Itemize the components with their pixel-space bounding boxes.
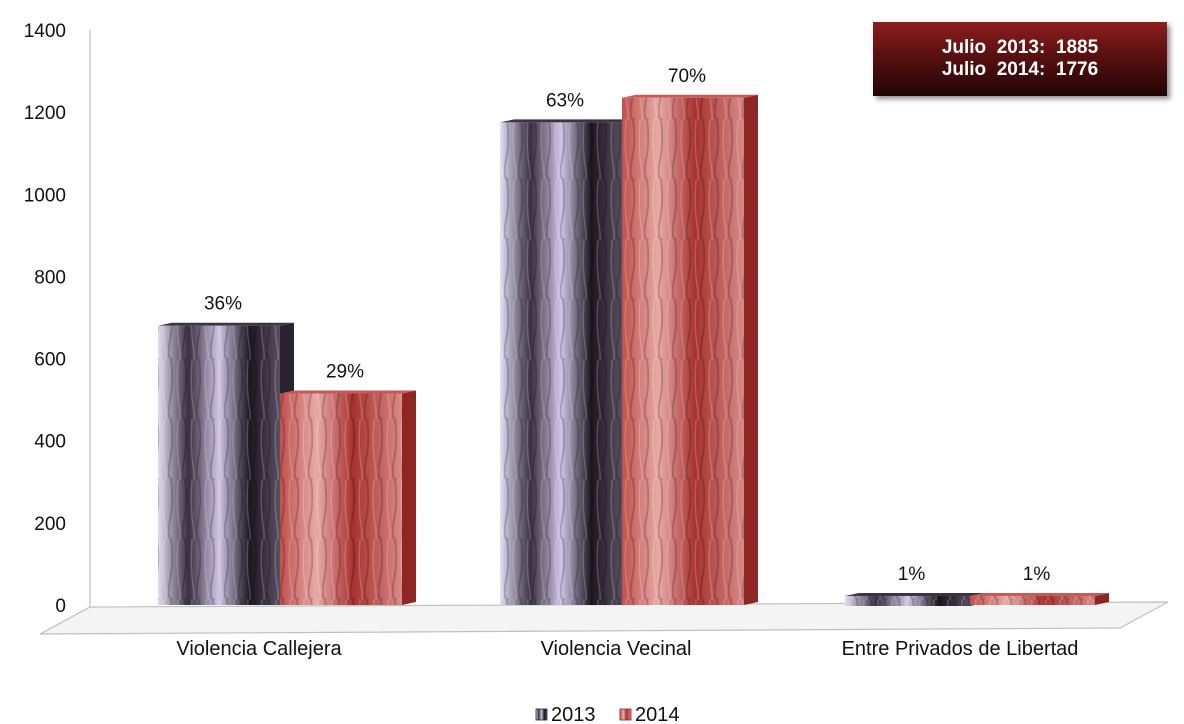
bar-texture bbox=[280, 393, 402, 605]
bar-side bbox=[402, 390, 416, 605]
y-tick-label: 600 bbox=[34, 350, 66, 371]
y-tick-label: 400 bbox=[34, 432, 66, 453]
floor-plane bbox=[39, 601, 1169, 635]
bar-top bbox=[280, 390, 416, 394]
legend-label: 2014 bbox=[635, 704, 680, 724]
bar-top bbox=[500, 119, 636, 123]
annotation-line-2014: Julio 2014: 1776 bbox=[941, 59, 1099, 80]
y-axis: 0 200 400 600 800 1000 1200 1400 bbox=[24, 21, 91, 617]
data-label-2013-1: 63% bbox=[546, 90, 584, 111]
legend-item-2014: 2014 bbox=[619, 704, 680, 724]
data-label-2013-0: 36% bbox=[204, 294, 242, 315]
bar-texture bbox=[845, 595, 970, 606]
bar-side bbox=[1095, 592, 1109, 605]
data-label-2013-2: 1% bbox=[898, 564, 926, 585]
y-tick-label: 1400 bbox=[24, 21, 66, 42]
legend-swatch bbox=[619, 708, 632, 721]
category-label: Violencia Callejera bbox=[176, 638, 342, 660]
legend: 2013 2014 bbox=[535, 704, 680, 724]
bar-top bbox=[622, 94, 758, 98]
y-tick-label: 1200 bbox=[24, 103, 66, 124]
bar-texture bbox=[158, 325, 280, 605]
bar-side bbox=[744, 94, 758, 606]
legend-swatch bbox=[535, 708, 548, 721]
y-tick-label: 1000 bbox=[24, 185, 66, 206]
bar-2013-2 bbox=[845, 592, 984, 606]
annotation-line-2013: Julio 2013: 1885 bbox=[941, 37, 1099, 58]
data-label-2014-2: 1% bbox=[1023, 564, 1051, 585]
totals-annotation-box: Julio 2013: 1885 Julio 2014: 1776 bbox=[873, 22, 1167, 96]
bar-2013-0 bbox=[158, 322, 294, 605]
chart-floor bbox=[39, 601, 1169, 635]
bars bbox=[158, 94, 1109, 606]
y-tick-label: 800 bbox=[34, 267, 66, 288]
category-label: Violencia Vecinal bbox=[541, 638, 692, 660]
bar-2014-1 bbox=[622, 94, 758, 606]
bar-texture bbox=[970, 595, 1095, 605]
data-label-2014-1: 70% bbox=[668, 66, 706, 87]
y-tick-label: 0 bbox=[55, 596, 66, 617]
bar-top bbox=[970, 592, 1109, 596]
bar-top bbox=[158, 322, 294, 326]
bar-texture bbox=[622, 97, 744, 606]
bar-texture bbox=[500, 122, 622, 606]
y-tick-label: 200 bbox=[34, 514, 66, 535]
bar-2014-2 bbox=[970, 592, 1109, 605]
category-label: Entre Privados de Libertad bbox=[842, 638, 1079, 660]
data-label-2014-0: 29% bbox=[326, 361, 364, 382]
bar-2013-1 bbox=[500, 119, 636, 606]
legend-item-2013: 2013 bbox=[535, 704, 596, 724]
data-labels: 36% 29% Violencia Callejera 63% 70% Violencia… bbox=[176, 66, 1078, 660]
bar-2014-0 bbox=[280, 390, 416, 605]
bar-top bbox=[845, 592, 984, 596]
legend-label: 2013 bbox=[551, 704, 596, 724]
